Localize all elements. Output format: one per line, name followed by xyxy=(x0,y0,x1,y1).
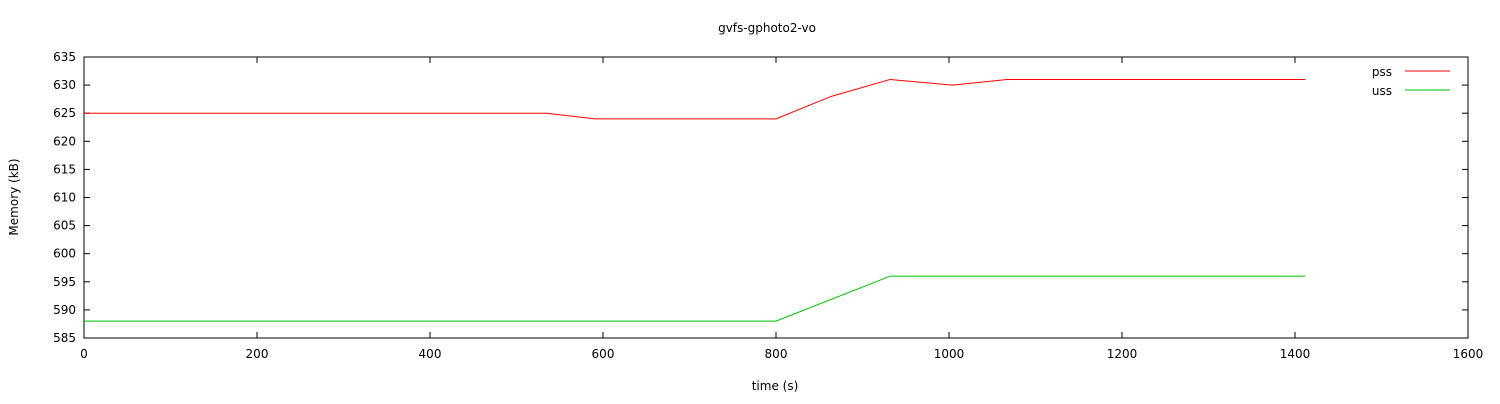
y-tick-label: 600 xyxy=(53,247,76,261)
y-tick-label: 595 xyxy=(53,275,76,289)
y-tick-label: 610 xyxy=(53,191,76,205)
y-tick-label: 605 xyxy=(53,219,76,233)
x-tick-label: 400 xyxy=(419,347,442,361)
plot-frame xyxy=(83,56,1469,339)
y-tick-label: 620 xyxy=(53,134,76,148)
x-axis-label: time (s) xyxy=(752,379,799,393)
chart-title: gvfs-gphoto2-vo xyxy=(718,21,816,35)
legend-label-pss: pss xyxy=(1372,65,1392,79)
x-tick-label: 1200 xyxy=(1107,347,1138,361)
y-tick-label: 635 xyxy=(53,50,76,64)
legend-label-uss: uss xyxy=(1372,84,1392,98)
x-tick-label: 0 xyxy=(80,347,88,361)
x-tick-label: 800 xyxy=(765,347,788,361)
x-tick-label: 1400 xyxy=(1280,347,1311,361)
series-line-pss xyxy=(84,78,1306,120)
y-axis-label: Memory (kB) xyxy=(7,158,21,235)
x-tick-label: 200 xyxy=(246,347,269,361)
y-tick-label: 630 xyxy=(53,78,76,92)
y-tick-label: 585 xyxy=(53,331,76,345)
x-tick-label: 1600 xyxy=(1453,347,1484,361)
x-tick-label: 1000 xyxy=(934,347,965,361)
y-tick-label: 615 xyxy=(53,162,76,176)
y-tick-label: 625 xyxy=(53,106,76,120)
x-tick-label: 600 xyxy=(592,347,615,361)
series-line-uss xyxy=(84,275,1306,322)
y-tick-label: 590 xyxy=(53,303,76,317)
